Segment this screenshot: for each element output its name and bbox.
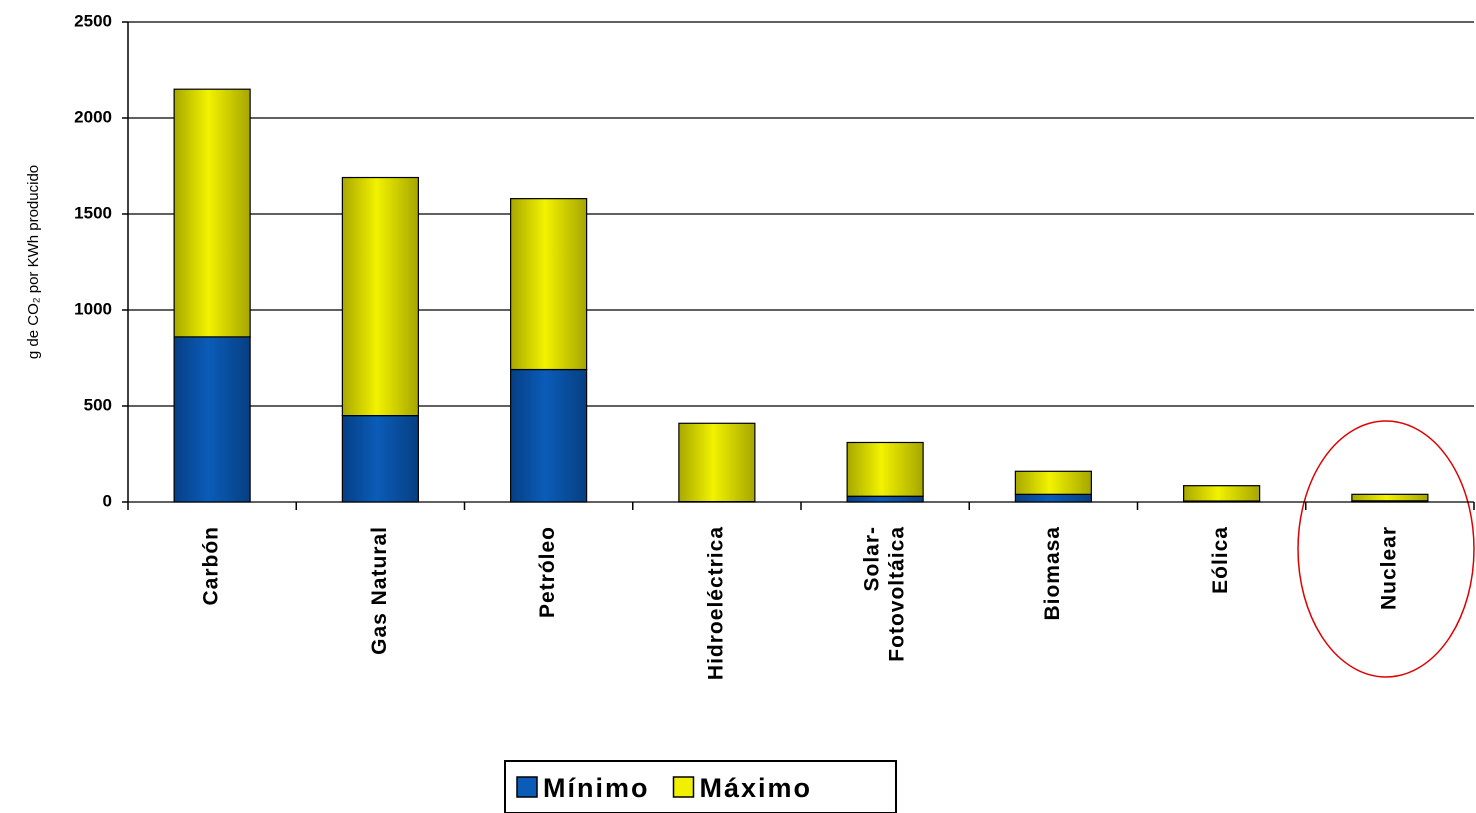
x-tick-label: Nuclear — [1377, 526, 1400, 610]
x-tick-label: Petróleo — [536, 526, 559, 618]
y-tick-label: 2000 — [74, 107, 112, 126]
x-tick-label: Solar- Fotovoltáica — [860, 526, 908, 662]
x-tick-label: Carbón — [200, 526, 223, 606]
bar-segment — [173, 336, 251, 503]
bar-segment — [173, 88, 251, 338]
bar-segment — [510, 198, 588, 371]
x-tick-label: Eólica — [1209, 526, 1232, 594]
y-tick-label: 2500 — [74, 11, 112, 30]
y-axis-title: g de CO₂ por KWh producido — [25, 165, 42, 359]
bar-segment — [341, 176, 419, 417]
legend-label: Mínimo — [543, 773, 650, 803]
legend-label: Máximo — [700, 773, 813, 803]
legend-swatch — [672, 776, 695, 798]
y-tick-label: 500 — [84, 395, 112, 414]
x-tick-label: Biomasa — [1041, 526, 1064, 621]
bar-segment — [678, 422, 756, 503]
bar-segment — [341, 415, 419, 503]
x-tick-label: Hidroeléctrica — [704, 526, 727, 680]
y-tick-label: 1500 — [74, 203, 112, 222]
bar-segment — [1014, 493, 1092, 503]
bar-segment — [1183, 485, 1261, 502]
bar-segment — [846, 441, 924, 497]
legend-box — [504, 760, 897, 813]
y-tick-label: 0 — [103, 491, 112, 510]
bar-segment — [846, 495, 924, 503]
highlight-ellipse — [1297, 420, 1475, 678]
y-tick-label: 1000 — [74, 299, 112, 318]
legend-swatch — [516, 776, 538, 798]
bar-segment — [510, 368, 588, 503]
bar-segment — [1014, 470, 1092, 495]
bar-segment — [1351, 493, 1429, 502]
x-tick-label: Gas Natural — [368, 526, 391, 655]
